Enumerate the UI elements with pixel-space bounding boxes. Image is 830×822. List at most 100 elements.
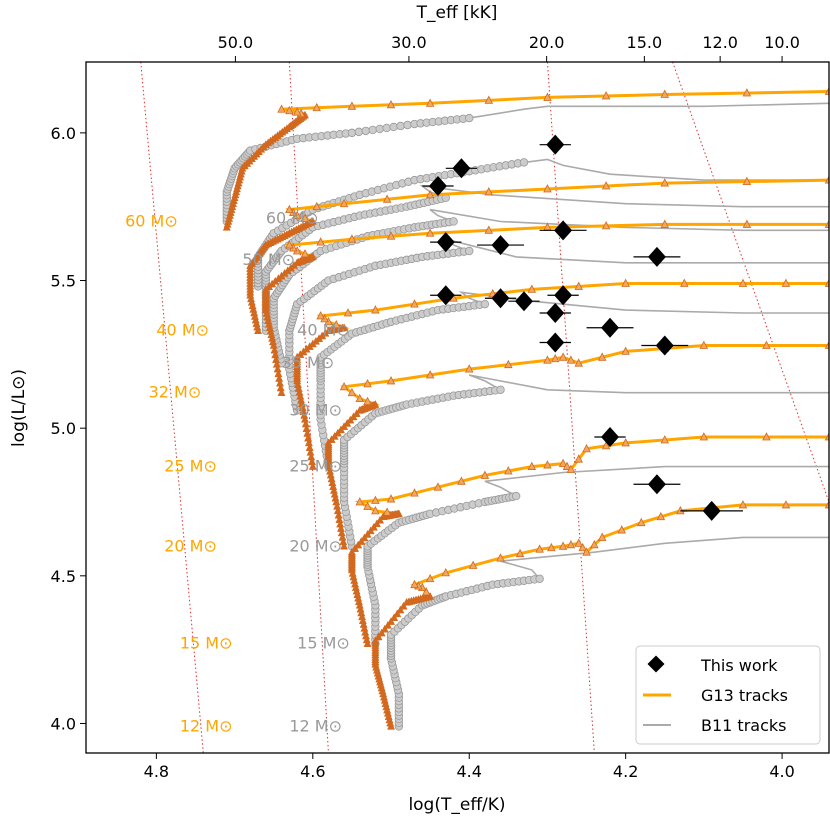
g13-marker-12-50: [426, 591, 435, 600]
g13-late-marker-32-1: [300, 249, 310, 258]
reference-lines: [140, 62, 829, 753]
g13-late-marker-12-26: [824, 500, 829, 509]
g13-late-marker-25-1: [332, 319, 341, 329]
this-work-point-17: [702, 500, 721, 521]
axes: 4.8 4.6 4.4 4.2 4.0 4.0 4.5 5.0 5.5 6.0 50.0 30.0 20…: [51, 33, 800, 781]
g13-marker-32-1: [276, 383, 285, 392]
g13-track-layer: [222, 86, 829, 730]
g13-late-marker-40-4: [285, 204, 294, 214]
b11-mass-label-35: 35 M⊙: [282, 353, 335, 372]
g13-marker-25-3: [306, 447, 315, 456]
g13-late-marker-15-4: [355, 497, 364, 506]
g13-late-marker-12-4: [410, 579, 419, 589]
g13-late-marker-32-14: [824, 219, 829, 228]
g13-late-marker-20-11: [551, 353, 560, 363]
x-tick-label-3: 4.2: [613, 762, 638, 781]
g13-late-marker-15-6: [386, 494, 396, 503]
g13-late-marker-32-13: [742, 219, 752, 228]
b11-mass-label-12: 12 M⊙: [289, 716, 342, 735]
g13-late-marker-15-5: [371, 495, 380, 504]
this-work-point-9: [514, 291, 533, 312]
g13-marker-12-34: [383, 620, 392, 629]
g13-marker-20-8: [333, 506, 342, 515]
g13-late-marker-40-1: [300, 213, 310, 222]
g13-marker-20-18: [326, 466, 335, 475]
g13-mass-label-60: 60 M⊙: [125, 211, 178, 230]
g13-late-marker-60-12: [660, 89, 670, 98]
b11-marker-15-63: [511, 491, 521, 501]
x-tick-label-2: 4.4: [457, 762, 482, 781]
g13-late-marker-32-7: [386, 231, 396, 240]
g13-late-marker-12-14: [574, 538, 583, 547]
b11-marker-25-63: [480, 299, 490, 309]
this-work-point-2: [428, 176, 447, 197]
g13-late-marker-25-15: [781, 278, 791, 287]
b11-mass-label-15: 15 M⊙: [297, 634, 350, 653]
b11-marker-60-53: [403, 120, 412, 130]
this-work-point-11: [546, 303, 565, 324]
reference-line-1: [288, 62, 329, 753]
y-tick-label-2: 5.0: [51, 419, 76, 438]
this-work-point-7: [436, 285, 455, 306]
top-tick-label-4: 12.0: [702, 33, 738, 52]
g13-late-marker-15-19: [601, 441, 611, 450]
g13-late-marker-20-16: [621, 346, 630, 355]
g13-late-marker-15-15: [562, 461, 572, 470]
g13-track-32: [264, 222, 829, 393]
g13-late-marker-20-8: [464, 364, 474, 373]
g13-marker-15-7: [358, 612, 367, 621]
g13-marker-15-9: [356, 604, 365, 613]
g13-late-marker-15-24: [824, 432, 829, 441]
g13-late-marker-60-3: [285, 105, 294, 115]
g13-marker-20-3: [337, 528, 346, 537]
g13-marker-25-2: [307, 452, 316, 461]
g13-late-marker-32-4: [285, 240, 294, 249]
g13-marker-25-18: [294, 384, 303, 392]
g13-mass-label-12: 12 M⊙: [180, 716, 233, 735]
g13-late-marker-60-10: [543, 92, 552, 101]
top-tick-label-5: 10.0: [764, 33, 800, 52]
g13-late-marker-12-24: [738, 500, 748, 509]
g13-late-marker-12-18: [597, 532, 607, 541]
g13-late-marker-12-12: [558, 541, 568, 550]
g13-marker-20-0: [340, 541, 349, 550]
g13-late-marker-20-1: [363, 396, 372, 405]
b11-mass-label-20: 20 M⊙: [289, 536, 342, 555]
g13-late-marker-60-13: [742, 88, 752, 97]
g13-mass-label-20: 20 M⊙: [164, 536, 217, 555]
g13-late-marker-12-25: [781, 500, 791, 509]
g13-late-marker-25-4: [316, 311, 325, 320]
g13-late-marker-25-10: [527, 284, 537, 293]
this-work-point-1: [452, 158, 471, 179]
g13-marker-12-32: [377, 628, 386, 637]
g13-late-marker-15-14: [558, 458, 568, 468]
g13-late-marker-12-17: [590, 539, 599, 549]
g13-marker-20-50: [371, 400, 380, 408]
g13-marker-32-0: [277, 388, 286, 396]
g13-late-marker-25-7: [410, 299, 419, 308]
x-tick-label-4: 4.0: [769, 762, 794, 781]
g13-late-marker-15-22: [699, 432, 709, 441]
g13-marker-25-50: [340, 323, 349, 332]
g13-mass-label-25: 25 M⊙: [164, 457, 217, 476]
g13-late-marker-60-6: [347, 101, 357, 110]
g13-late-marker-25-14: [738, 278, 748, 287]
y-axis-label: log(L/L⊙): [9, 369, 29, 447]
g13-marker-20-16: [327, 474, 336, 483]
g13-late-marker-25-12: [621, 278, 630, 287]
g13-late-marker-12-8: [496, 553, 505, 562]
g13-late-marker-40-6: [339, 198, 349, 208]
plot-frame: [85, 61, 830, 754]
g13-marker-15-2: [361, 631, 371, 640]
g13-marker-20-9: [333, 501, 342, 510]
g13-mass-label-32: 32 M⊙: [149, 383, 202, 402]
g13-marker-25-6: [304, 433, 313, 442]
g13-late-marker-20-10: [543, 355, 552, 364]
g13-late-marker-40-11: [601, 181, 611, 190]
g13-late-marker-40-9: [484, 187, 494, 196]
g13-marker-25-5: [304, 438, 313, 447]
g13-marker-25-15: [297, 395, 306, 404]
this-work-point-3: [554, 220, 573, 241]
g13-late-marker-12-5: [425, 573, 435, 583]
y-tick-label-1: 4.5: [51, 567, 76, 586]
